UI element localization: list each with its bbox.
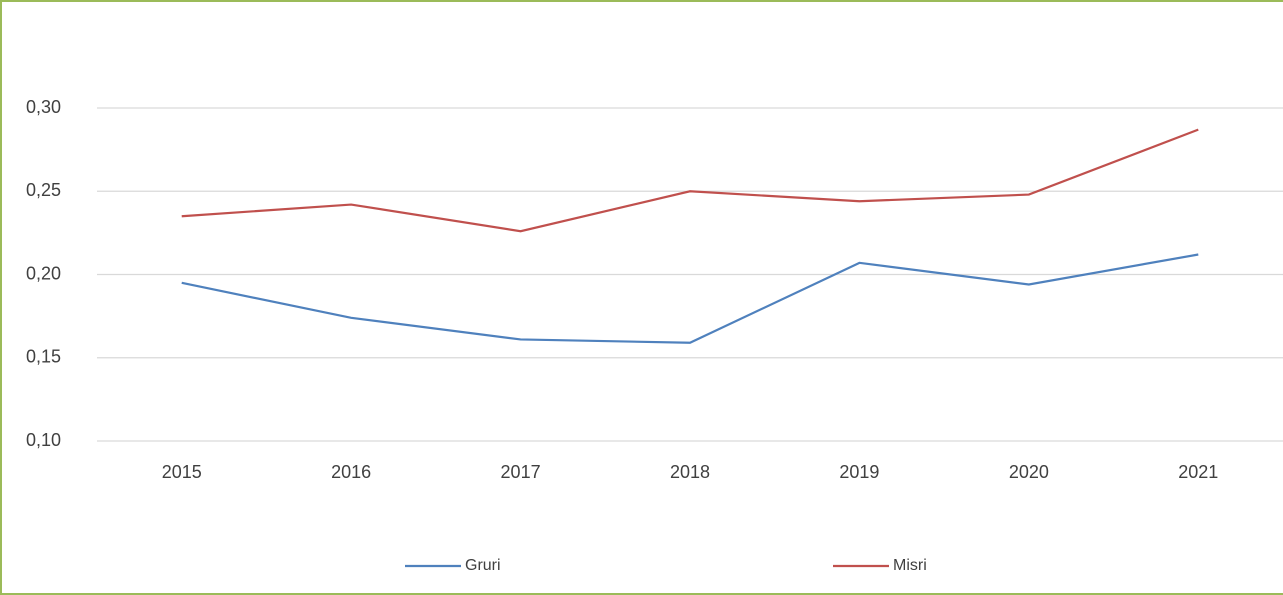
legend-label: Gruri [465,557,501,574]
series-line [181,253,1199,344]
legend-label: Misri [893,557,927,574]
y-tick-label: 0,30 [26,97,61,117]
x-tick-label: 2020 [1009,462,1049,482]
y-tick-label: 0,20 [26,263,61,283]
series-line [181,128,1199,233]
y-tick-label: 0,15 [26,347,61,367]
x-tick-label: 2016 [331,462,371,482]
x-tick-label: 2019 [839,462,879,482]
y-tick-label: 0,10 [26,430,61,450]
x-tick-label: 2021 [1178,462,1218,482]
x-tick-label: 2015 [162,462,202,482]
x-tick-label: 2017 [501,462,541,482]
x-tick-label: 2018 [670,462,710,482]
y-tick-label: 0,25 [26,180,61,200]
